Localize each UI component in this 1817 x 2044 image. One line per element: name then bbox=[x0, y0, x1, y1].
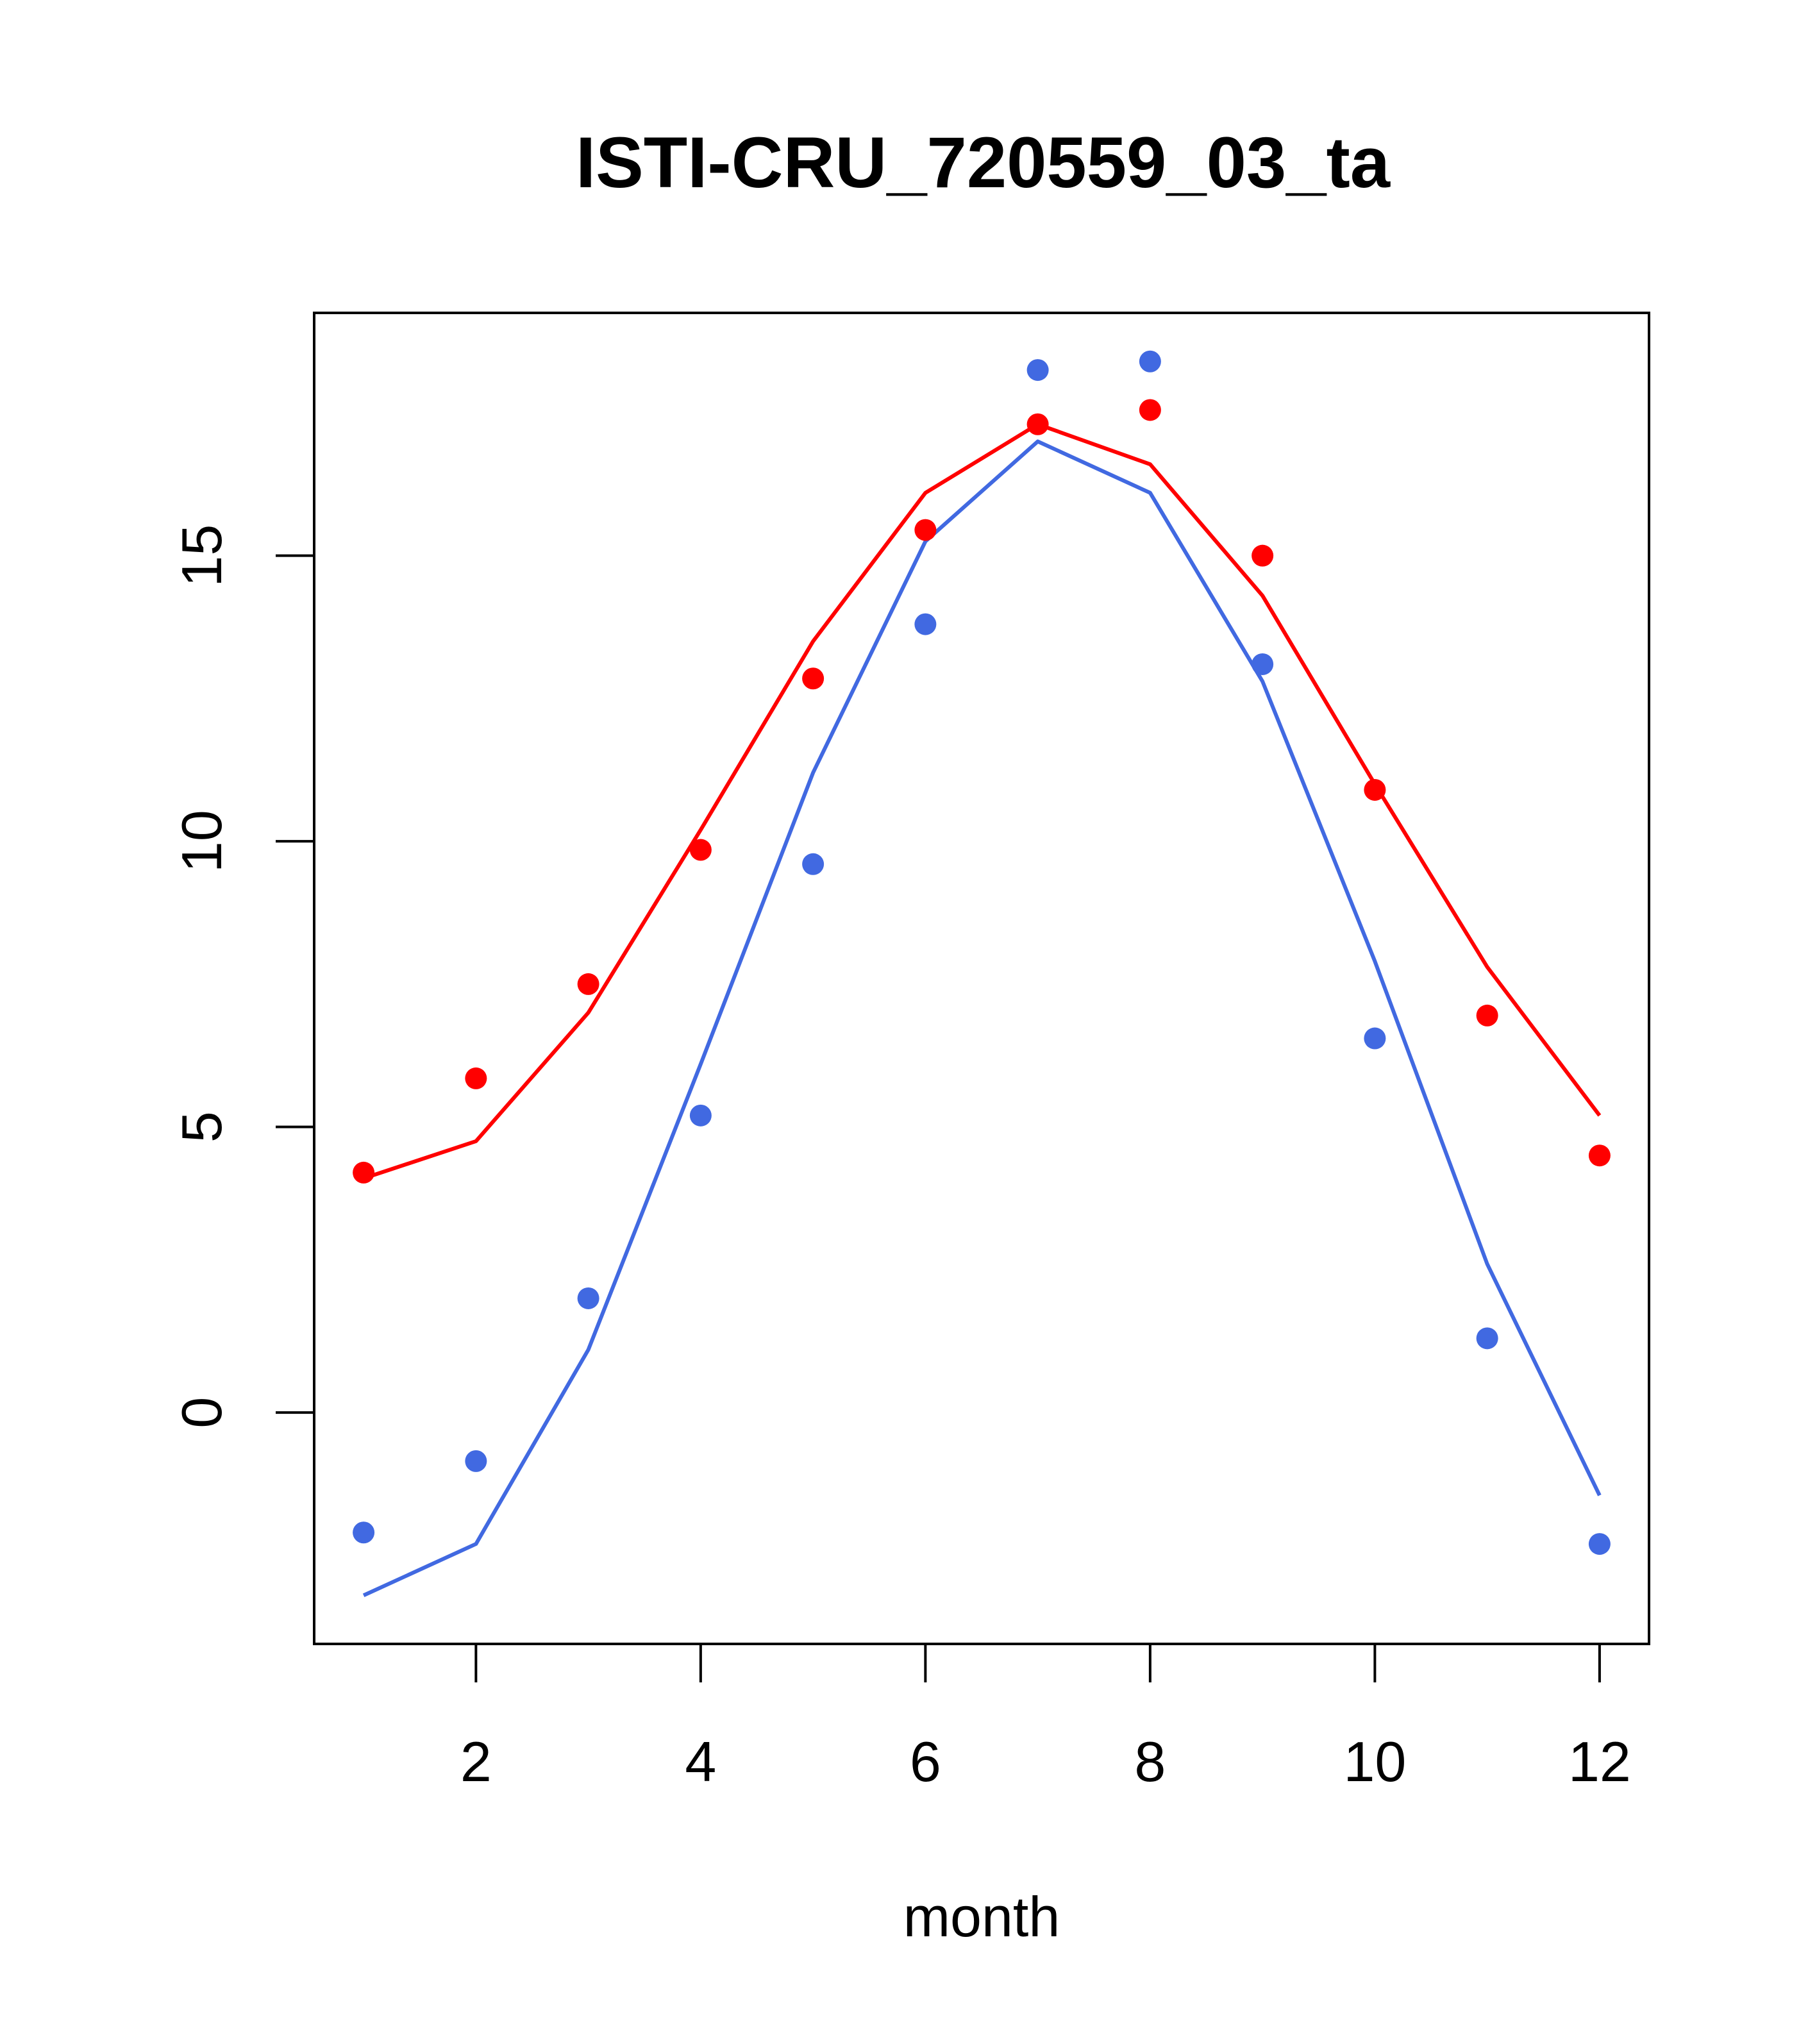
series-1-point bbox=[1252, 544, 1274, 567]
x-tick-label: 12 bbox=[1568, 1730, 1631, 1793]
series-2-point bbox=[1139, 350, 1161, 373]
series-2-point bbox=[689, 1104, 712, 1127]
series-2-line bbox=[362, 439, 1602, 1597]
y-tick-label: 15 bbox=[170, 524, 233, 587]
y-tick-label: 5 bbox=[170, 1111, 233, 1143]
x-axis: 2 4 6 8 10 12 bbox=[460, 1643, 1631, 1793]
series-1-point bbox=[689, 839, 712, 861]
y-tick-label: 0 bbox=[170, 1397, 233, 1428]
series-2-point bbox=[1026, 359, 1049, 381]
series-1-point bbox=[802, 667, 825, 690]
series-2-point bbox=[914, 613, 937, 635]
series-2-point bbox=[802, 853, 825, 875]
series-1-point bbox=[1364, 778, 1386, 801]
series-2-point bbox=[577, 1287, 599, 1309]
x-tick-label: 4 bbox=[685, 1730, 716, 1793]
series-2-point bbox=[1364, 1027, 1386, 1050]
x-tick-label: 10 bbox=[1343, 1730, 1406, 1793]
series-1-point bbox=[914, 519, 937, 541]
series-1-point bbox=[353, 1161, 375, 1184]
series-1-point bbox=[1026, 413, 1049, 435]
series-1-point bbox=[577, 973, 599, 995]
x-tick-label: 2 bbox=[460, 1730, 492, 1793]
x-axis-label: month bbox=[903, 1885, 1060, 1948]
series-layer bbox=[353, 350, 1611, 1597]
series-1-point bbox=[1476, 1004, 1498, 1026]
series-1-point bbox=[1588, 1144, 1611, 1167]
y-axis: 0 5 10 15 bbox=[170, 524, 315, 1428]
series-2-point bbox=[1588, 1533, 1611, 1555]
series-1-point bbox=[465, 1067, 487, 1089]
plot-frame bbox=[313, 312, 1650, 1645]
series-2-point bbox=[1476, 1327, 1498, 1350]
series-2-point bbox=[465, 1450, 487, 1472]
x-tick-label: 6 bbox=[910, 1730, 941, 1793]
series-1-point bbox=[1139, 399, 1161, 421]
series-2-point bbox=[353, 1521, 375, 1544]
series-2-point bbox=[1252, 653, 1274, 675]
series-1-line bbox=[363, 422, 1602, 1180]
y-tick-label: 10 bbox=[170, 810, 233, 873]
chart-title: ISTI-CRU_720559_03_ta bbox=[576, 122, 1391, 203]
x-tick-label: 8 bbox=[1134, 1730, 1166, 1793]
